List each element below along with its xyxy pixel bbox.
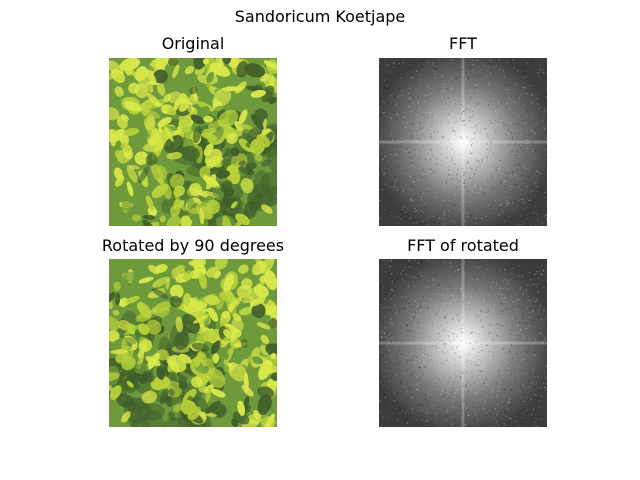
fft-image (379, 58, 547, 226)
panel-title-fft-rotated: FFT of rotated (407, 236, 519, 255)
fft-rotated-image (379, 259, 547, 427)
original-image (109, 58, 277, 226)
rotated-leaf-photo (109, 259, 277, 427)
panel-title-rotated: Rotated by 90 degrees (101, 236, 285, 255)
figure-title: Sandoricum Koetjape (234, 7, 406, 26)
panel-title-fft: FFT (449, 34, 477, 53)
panel-title-original: Original (161, 34, 225, 53)
rotated-image (109, 259, 277, 427)
fft-spectrum (379, 58, 547, 226)
fft-rotated-spectrum (379, 259, 547, 427)
original-leaf-photo (109, 58, 277, 226)
